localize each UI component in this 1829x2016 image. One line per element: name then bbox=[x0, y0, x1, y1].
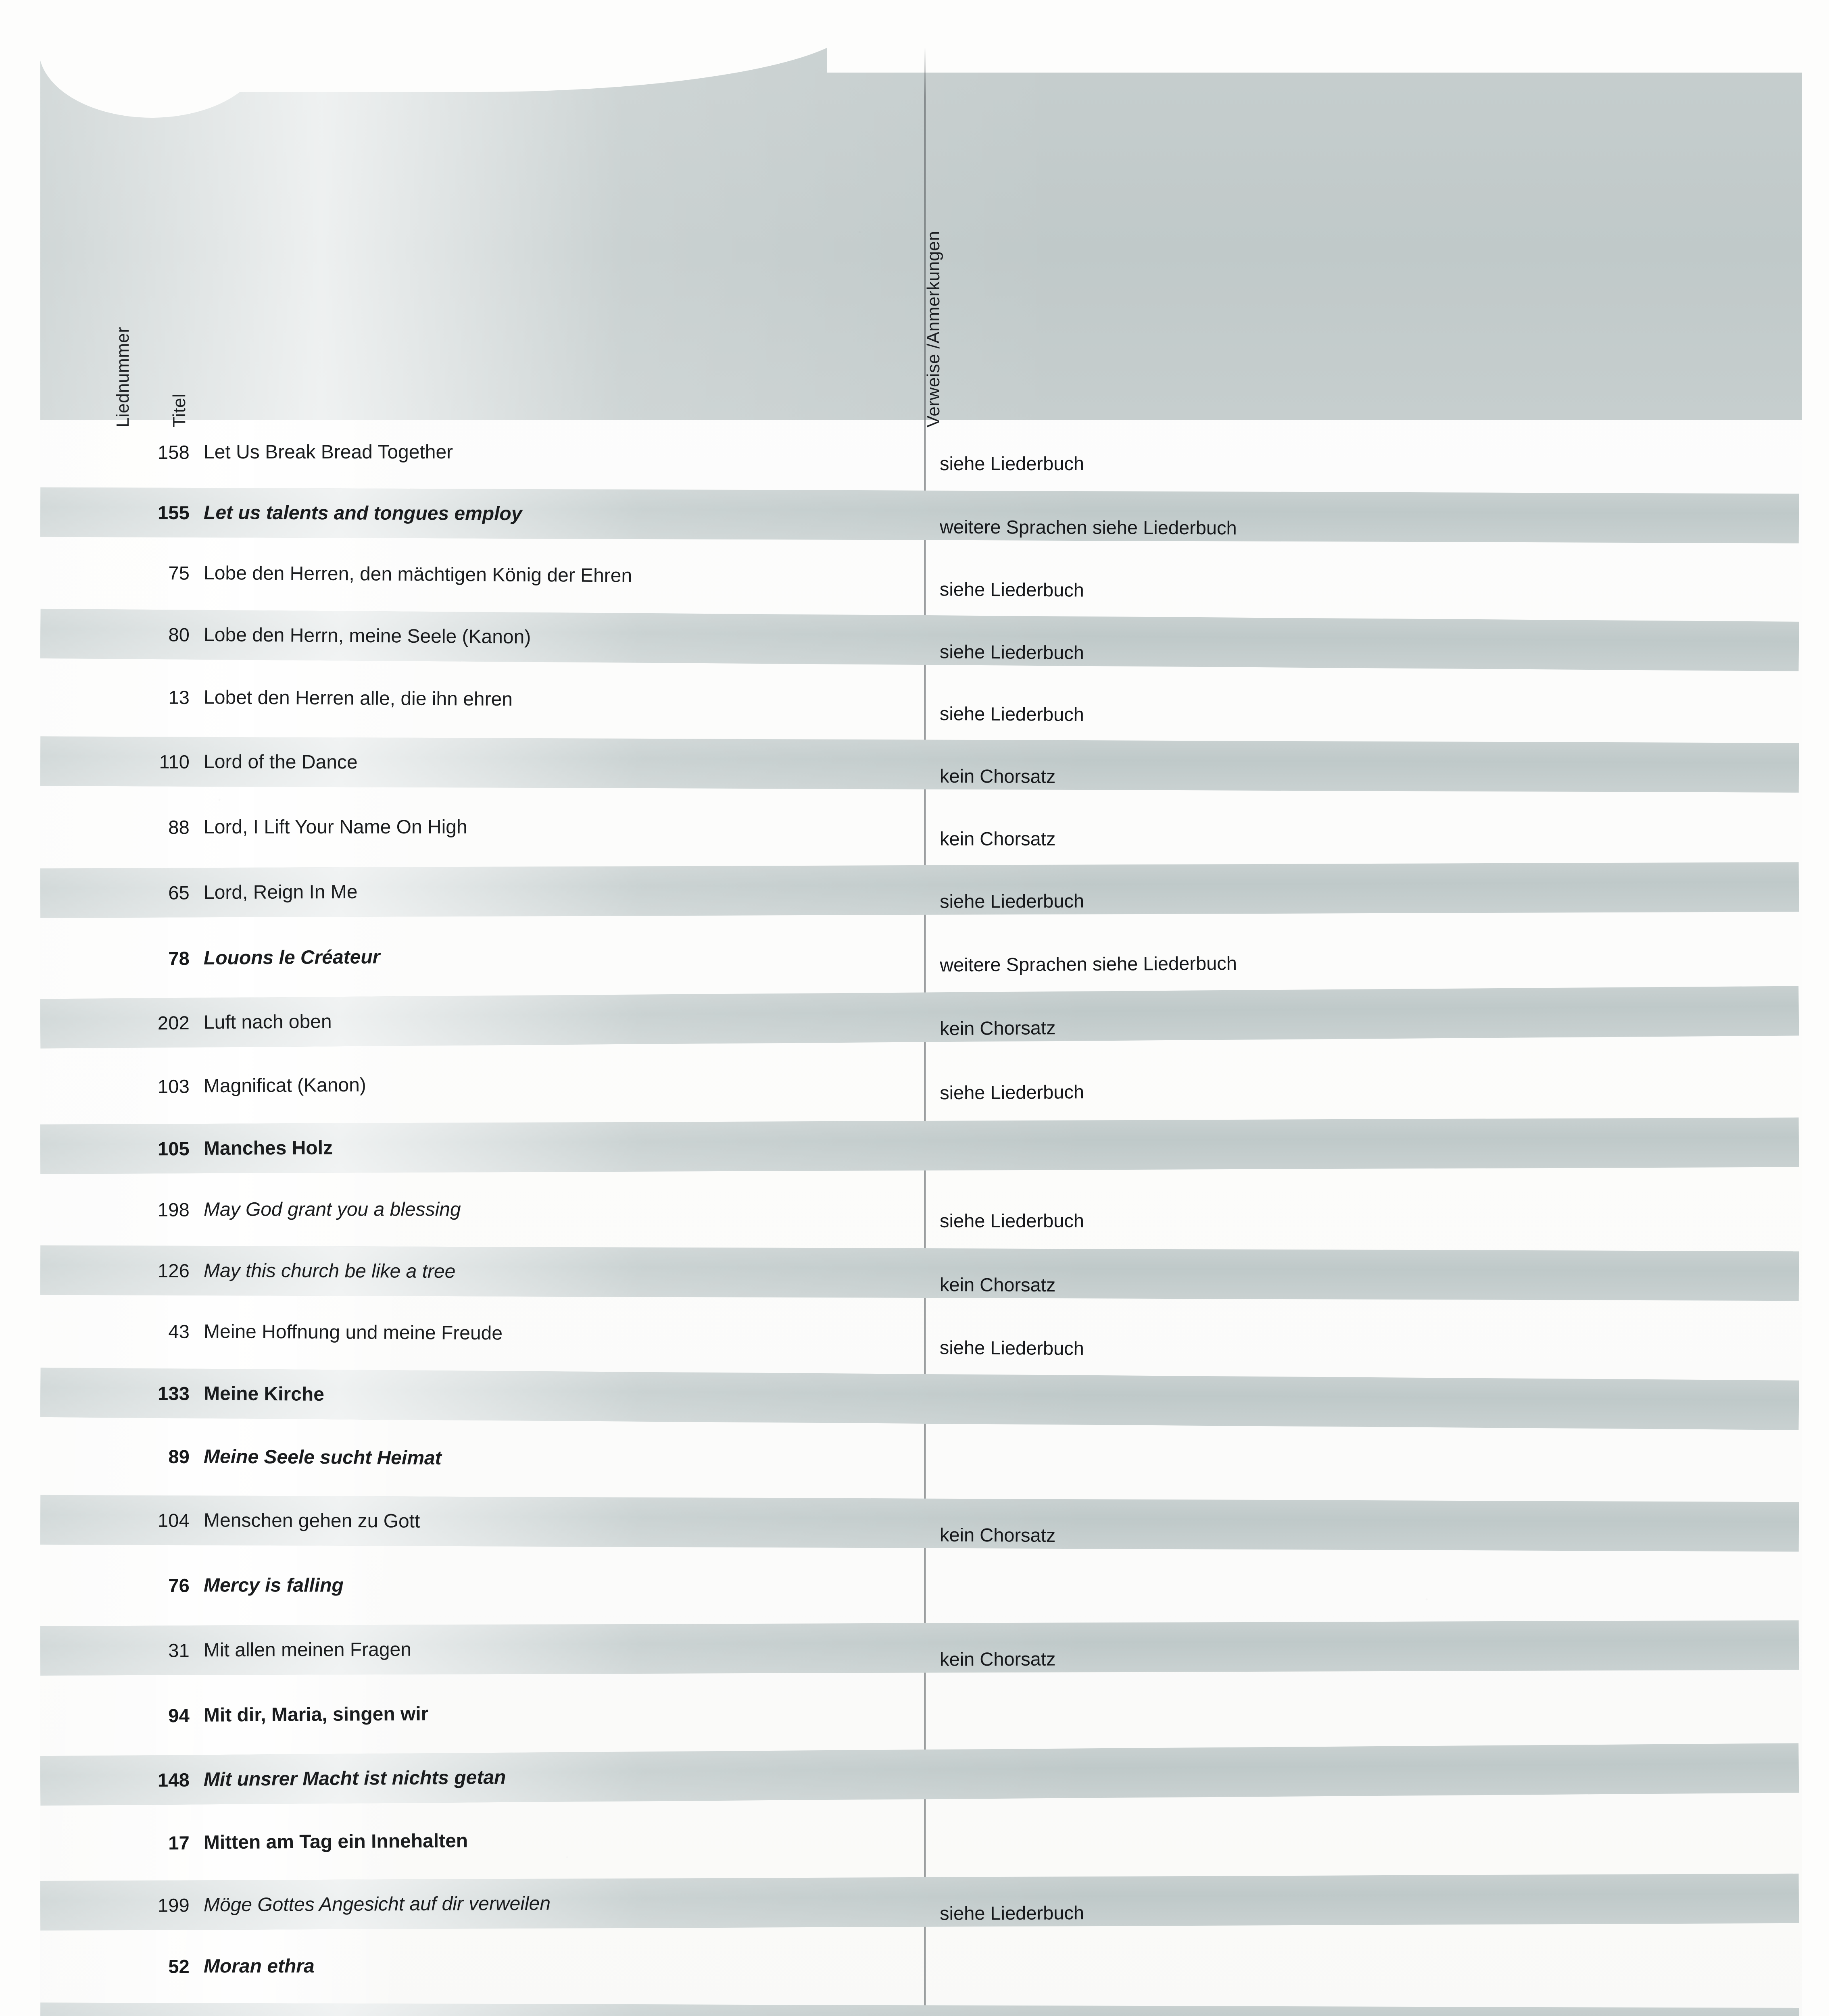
row-song-title: Mit dir, Maria, singen wir bbox=[203, 1703, 429, 1726]
table-row[interactable]: 13 Lobet den Herren alle, die ihn ehren si… bbox=[0, 671, 1829, 744]
row-song-number: 126 bbox=[157, 1260, 190, 1281]
row-song-title: Meine Hoffnung und meine Freude bbox=[203, 1321, 503, 1344]
row-reference-note: siehe Liederbuch bbox=[939, 1210, 1084, 1232]
table-header-band bbox=[40, 45, 1803, 420]
table-row[interactable]: 158 Let Us Break Bread Together siehe Lied… bbox=[0, 427, 1829, 488]
row-song-number: 133 bbox=[157, 1382, 190, 1404]
table-row[interactable]: 202 Luft nach oben kein Chorsatz bbox=[0, 986, 1829, 1060]
row-song-title: Lobe den Herren, den mächtigen König der… bbox=[203, 562, 632, 587]
row-song-number: 110 bbox=[159, 751, 190, 773]
row-song-number: 202 bbox=[157, 1012, 190, 1034]
table-row[interactable]: 126 May this church be like a tree kein Ch… bbox=[0, 1245, 1829, 1312]
table-row[interactable]: 105 Manches Holz bbox=[0, 1117, 1829, 1185]
row-reference-note: siehe Liederbuch bbox=[940, 453, 1084, 474]
row-song-title: May God grant you a blessing bbox=[203, 1199, 461, 1220]
row-reference-note: siehe Liederbuch bbox=[939, 578, 1084, 601]
row-song-title: Lord, Reign In Me bbox=[203, 881, 358, 904]
table-row[interactable]: 76 Mercy is falling bbox=[0, 1560, 1829, 1622]
table-row[interactable]: 198 May God grant you a blessing siehe Lie… bbox=[0, 1184, 1829, 1245]
row-song-title: May this church be like a tree bbox=[203, 1260, 456, 1282]
column-header-liednummer: Liednummer bbox=[113, 327, 133, 427]
row-song-title: Meine Seele sucht Heimat bbox=[203, 1445, 442, 1469]
row-song-number: 13 bbox=[168, 687, 190, 708]
table-row[interactable]: 75 Lobe den Herren, den mächtigen König d… bbox=[0, 547, 1829, 619]
table-row[interactable]: 65 Lord, Reign In Me siehe Liederbuch bbox=[0, 862, 1829, 929]
row-song-number: 17 bbox=[168, 1832, 190, 1854]
table-row[interactable]: 148 Mit unsrer Macht ist nichts getan bbox=[0, 1743, 1829, 1816]
row-song-number: 104 bbox=[157, 1510, 190, 1531]
row-reference-note: kein Chorsatz bbox=[939, 1648, 1056, 1670]
row-song-number: 158 bbox=[157, 442, 190, 463]
page-top-margin bbox=[0, 0, 1829, 23]
row-reference-note: siehe Liederbuch bbox=[939, 703, 1084, 725]
table-row[interactable]: 88 Lord, I Lift Your Name On High kein Cho… bbox=[0, 802, 1829, 863]
table-row[interactable]: 10Morning has broken bbox=[0, 2002, 1829, 2016]
table-row[interactable]: 103 Magnificat (Kanon) siehe Liederbuch bbox=[0, 1051, 1829, 1123]
table-row[interactable]: 94 Mit dir, Maria, singen wir bbox=[0, 1681, 1829, 1752]
table-row[interactable]: 80 Lobe den Herrn, meine Seele (Kanon) sie… bbox=[0, 608, 1829, 682]
row-song-number: 88 bbox=[168, 816, 190, 838]
table-row[interactable]: 104 Menschen gehen zu Gott kein Chorsatz bbox=[0, 1495, 1829, 1563]
row-song-number: 105 bbox=[157, 1137, 190, 1160]
row-shading bbox=[40, 2002, 1799, 2016]
row-song-title: Lord of the Dance bbox=[203, 751, 358, 773]
column-header-verweise: Verweise /Anmerkungen bbox=[924, 231, 943, 427]
row-reference-note: siehe Liederbuch bbox=[939, 890, 1084, 912]
row-song-title: Moran ethra bbox=[203, 1956, 315, 1977]
row-song-number: 199 bbox=[157, 1894, 190, 1916]
row-song-number: 80 bbox=[168, 624, 190, 646]
row-song-title: Lord, I Lift Your Name On High bbox=[203, 816, 467, 838]
row-reference-note: kein Chorsatz bbox=[939, 765, 1056, 787]
row-reference-note: siehe Liederbuch bbox=[939, 1081, 1084, 1104]
row-song-number: 148 bbox=[157, 1769, 190, 1791]
row-reference-note: weitere Sprachen siehe Liederbuch bbox=[939, 516, 1237, 539]
row-song-number: 94 bbox=[168, 1704, 190, 1727]
table-row[interactable]: 133 Meine Kirche bbox=[0, 1367, 1829, 1441]
row-song-number: 52 bbox=[168, 1956, 190, 1977]
row-reference-note: weitere Sprachen siehe Liederbuch bbox=[939, 952, 1237, 976]
row-song-number: 89 bbox=[168, 1445, 190, 1467]
row-song-title: Manches Holz bbox=[203, 1137, 333, 1159]
row-song-title: Mitten am Tag ein Innehalten bbox=[203, 1830, 468, 1854]
row-song-title: Louons le Créateur bbox=[203, 946, 380, 969]
table-row[interactable]: 155 Let us talents and tongues employ weit… bbox=[0, 487, 1829, 554]
row-song-number: 78 bbox=[168, 947, 190, 969]
table-row[interactable]: 43 Meine Hoffnung und meine Freude siehe L… bbox=[0, 1306, 1829, 1377]
table-row[interactable]: 110 Lord of the Dance kein Chorsatz bbox=[0, 736, 1829, 804]
table-row[interactable]: 78 Louons le Créateur weitere Sprachen sie… bbox=[0, 923, 1829, 995]
row-song-title: Menschen gehen zu Gott bbox=[203, 1510, 420, 1532]
table-row[interactable]: 52 Moran ethra bbox=[0, 1941, 1829, 2002]
row-song-title: Let us talents and tongues employ bbox=[203, 502, 522, 525]
row-song-title: Lobet den Herren alle, die ihn ehren bbox=[203, 687, 513, 710]
row-song-title: Mit allen meinen Fragen bbox=[203, 1639, 411, 1661]
row-reference-note: kein Chorsatz bbox=[939, 1273, 1056, 1295]
row-reference-note: kein Chorsatz bbox=[939, 827, 1056, 849]
table-row[interactable]: 31 Mit allen meinen Fragen kein Chorsatz bbox=[0, 1620, 1829, 1687]
row-song-title: Mercy is falling bbox=[203, 1574, 344, 1596]
row-song-number: 198 bbox=[157, 1199, 190, 1220]
table-row[interactable]: 17 Mitten am Tag ein Innehalten bbox=[0, 1807, 1829, 1880]
row-song-number: 103 bbox=[157, 1075, 190, 1097]
row-song-title: Möge Gottes Angesicht auf dir verweilen bbox=[203, 1893, 551, 1916]
row-song-number: 75 bbox=[168, 562, 190, 584]
row-song-number: 65 bbox=[168, 882, 190, 904]
row-reference-note: siehe Liederbuch bbox=[939, 1901, 1084, 1924]
row-song-number: 31 bbox=[168, 1639, 190, 1662]
row-song-number: 155 bbox=[157, 502, 190, 523]
table-row[interactable]: 89 Meine Seele sucht Heimat bbox=[0, 1431, 1829, 1503]
column-header-titel: Titel bbox=[169, 394, 189, 427]
row-song-number: 76 bbox=[168, 1574, 190, 1596]
row-reference-note: siehe Liederbuch bbox=[939, 1337, 1084, 1359]
row-song-title: Magnificat (Kanon) bbox=[203, 1074, 366, 1097]
table-row[interactable]: 199 Möge Gottes Angesicht auf dir verweil… bbox=[0, 1873, 1829, 1941]
row-song-number: 43 bbox=[168, 1320, 190, 1343]
row-song-title: Let Us Break Bread Together bbox=[204, 442, 453, 463]
row-reference-note: kein Chorsatz bbox=[939, 1524, 1056, 1546]
